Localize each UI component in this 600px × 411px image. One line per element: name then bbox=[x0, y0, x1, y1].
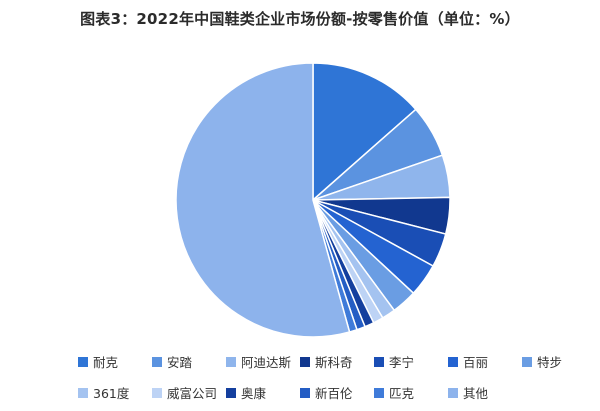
legend-label: 斯科奇 bbox=[315, 355, 353, 370]
legend-swatch bbox=[300, 387, 310, 398]
legend-label: 奥康 bbox=[241, 386, 267, 401]
legend-label: 361度 bbox=[93, 386, 130, 401]
legend-item-anta: 安踏 bbox=[152, 352, 226, 371]
legend-item-adidas: 阿迪达斯 bbox=[226, 352, 300, 371]
legend-item-aokang: 奥康 bbox=[226, 383, 300, 402]
legend-label: 耐克 bbox=[93, 355, 119, 370]
legend-item-nike: 耐克 bbox=[78, 352, 152, 371]
legend: 耐克 安踏 阿迪达斯 斯科奇 李宁 百丽 特步 361度 威富公司 奥康 新百伦… bbox=[78, 352, 598, 402]
pie-slice-0 bbox=[312, 62, 417, 202]
legend-label: 匹克 bbox=[389, 386, 415, 401]
legend-item-vf: 威富公司 bbox=[152, 383, 226, 402]
legend-swatch bbox=[522, 356, 532, 367]
legend-swatch bbox=[448, 356, 458, 367]
legend-item-new-balance: 新百伦 bbox=[300, 383, 374, 402]
legend-label: 百丽 bbox=[463, 355, 489, 370]
legend-swatch bbox=[374, 387, 384, 398]
legend-swatch bbox=[78, 387, 88, 398]
legend-item-belle: 百丽 bbox=[448, 352, 522, 371]
legend-swatch bbox=[78, 356, 88, 367]
legend-label: 威富公司 bbox=[167, 386, 218, 401]
legend-item-others: 其他 bbox=[448, 383, 522, 402]
legend-item-361: 361度 bbox=[78, 383, 152, 402]
legend-label: 其他 bbox=[463, 386, 489, 401]
legend-swatch bbox=[448, 387, 458, 398]
legend-swatch bbox=[152, 356, 162, 367]
legend-item-peak: 匹克 bbox=[374, 383, 448, 402]
legend-label: 李宁 bbox=[389, 355, 415, 370]
legend-swatch bbox=[374, 356, 384, 367]
legend-label: 阿迪达斯 bbox=[241, 355, 292, 370]
pie-chart bbox=[175, 62, 451, 338]
legend-swatch bbox=[300, 356, 310, 367]
legend-label: 安踏 bbox=[167, 355, 193, 370]
legend-item-xtep: 特步 bbox=[522, 352, 596, 371]
chart-title: 图表3：2022年中国鞋类企业市场份额-按零售价值（单位：%） bbox=[80, 10, 520, 28]
legend-swatch bbox=[152, 387, 162, 398]
legend-item-li-ning: 李宁 bbox=[374, 352, 448, 371]
legend-item-skechers: 斯科奇 bbox=[300, 352, 374, 371]
legend-swatch bbox=[226, 387, 236, 398]
legend-label: 特步 bbox=[537, 355, 563, 370]
legend-swatch bbox=[226, 356, 236, 367]
legend-label: 新百伦 bbox=[315, 386, 353, 401]
pie-slice-12 bbox=[175, 62, 351, 338]
